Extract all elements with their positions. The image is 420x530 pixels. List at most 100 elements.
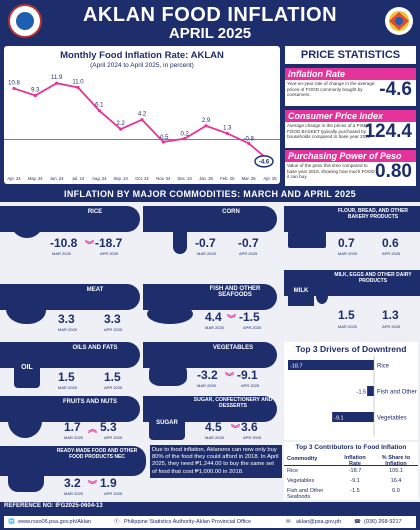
data-point (55, 81, 59, 85)
fish-icon (147, 304, 193, 324)
inflation-rate-card: Inflation Rate Year-on-year rate of chan… (285, 68, 416, 106)
table-row: Rice -18.7 105.1 (284, 468, 418, 479)
driver-value: -18.7 (290, 364, 303, 370)
chart-title: Monthly Food Inflation Rate: AKLAN (60, 50, 224, 61)
flour-apr-value: 0.6 (382, 236, 399, 250)
drivers-bar-chart: -18.7 Rice -1.5 Fish and Other Seafoods -9.1… (288, 356, 418, 436)
driver-value: -9.1 (334, 416, 343, 422)
fruits-label: FRUITS AND NUTS (62, 399, 118, 405)
commodity-ready-made: READY-MADE FOOD AND OTHER FOOD PRODUCTS … (0, 446, 148, 500)
rice-apr-label: APR 2025 (100, 251, 119, 256)
page-title: AKLAN FOOD INFLATION (82, 4, 338, 26)
cpi-card: Consumer Price Index Average change in t… (285, 110, 416, 148)
data-label: -4.6 (259, 159, 270, 165)
inflation-rate-value: -4.6 (379, 79, 412, 100)
ready-mar-value: 3.2 (64, 476, 81, 490)
col-inflation-rate: Inflation Rate (344, 455, 366, 467)
flour-mar-label: MAR 2025 (338, 251, 357, 256)
egg-icon (316, 288, 328, 304)
x-tick-label: Apr. 25 (263, 176, 277, 181)
down-arrow-icon: ︾ (85, 240, 95, 250)
commodity-oils: OIL OILS AND FATS 1.5 1.5 MAR 2025 APR 2… (0, 342, 142, 396)
corn-mar-value: -0.7 (195, 236, 216, 250)
table-cell: Fish and Other Seafoods (287, 488, 324, 500)
veg-apr-value: -9.1 (237, 368, 258, 382)
phone-number: (036) 268-9217 (364, 519, 402, 525)
takeout-food-icon (8, 458, 44, 492)
ready-mar-label: MAR 2025 (64, 491, 83, 496)
x-tick-label: May. 24 (28, 176, 43, 181)
fruits-mar-value: 1.7 (64, 420, 81, 434)
contributors-title: Top 3 Contributors to Food Inflation (295, 444, 407, 451)
driver-value: -1.5 (357, 390, 366, 396)
rice-bowl-icon (10, 220, 44, 238)
email-link[interactable]: aklan@psa.gov.ph (296, 519, 342, 525)
commodity-sugar: SUGAR SUGAR, CONFECTIONERY AND DESSERTS … (143, 396, 283, 446)
facebook-link[interactable]: Philippine Statistics Authority-Aklan Pr… (124, 519, 252, 525)
data-point (204, 124, 208, 128)
table-cell: -1.5 (350, 488, 360, 494)
ppp-label: Purchasing Power of Peso (285, 150, 416, 162)
sugar-mar-value: 4.5 (205, 420, 222, 434)
latest-value-badge (254, 155, 274, 168)
meat-icon (6, 294, 46, 324)
flour-mar-value: 0.7 (338, 236, 355, 250)
col-share: % Share to Inflation (381, 455, 411, 467)
table-cell: 16.4 (390, 478, 402, 484)
meat-label: MEAT (86, 287, 104, 293)
down-arrow-icon: ︾ (227, 314, 237, 324)
driver-bar (367, 386, 374, 396)
page-subtitle: APRIL 2025 (168, 25, 252, 42)
section-title: INFLATION BY MAJOR COMMODITIES: MARCH AN… (0, 186, 420, 202)
oils-mar-value: 1.5 (58, 370, 75, 384)
inflation-series-line (13, 82, 271, 163)
meat-apr-value: 3.3 (104, 312, 121, 326)
vegetables-icon (149, 358, 187, 386)
header (0, 0, 420, 44)
commodity-fish: FISH AND OTHER SEAFOODS 4.4 ︾ -1.5 MAR 2… (143, 284, 283, 338)
x-tick-label: Oct. 24 (135, 176, 149, 181)
milk-apr-value: 1.3 (382, 308, 399, 322)
fruits-apr-value: 5.3 (100, 420, 117, 434)
inflation-rate-desc: Year-on-year rate of change in the avera… (287, 81, 375, 97)
ppp-card: Purchasing Power of Peso Value of the pe… (285, 150, 416, 188)
fruits-apr-label: APR 2025 (104, 435, 123, 440)
x-tick-label: Aug. 24 (92, 176, 107, 181)
data-label: -0.8 (243, 136, 254, 142)
phone-icon: ☎ (354, 519, 361, 525)
oils-apr-value: 1.5 (104, 370, 121, 384)
fruits-icon (8, 404, 42, 438)
corn-mar-label: MAR 2025 (197, 251, 216, 256)
fish-label: FISH AND OTHER SEAFOODS (209, 286, 261, 298)
driver-bar (332, 412, 374, 422)
col-commodity: Commodity (287, 456, 318, 462)
meat-mar-label: MAR 2025 (58, 327, 77, 332)
chart-panel (4, 46, 280, 184)
rice-mar-label: MAR 2025 (52, 251, 71, 256)
price-statistics-heading: PRICE STATISTICS (285, 46, 416, 64)
veg-mar-value: -3.2 (197, 368, 218, 382)
down-arrow-icon: ︾ (225, 372, 235, 382)
x-tick-label: Jul. 24 (72, 176, 85, 181)
oils-label: OILS AND FATS (72, 345, 118, 351)
website-link[interactable]: www.rsso06.psa.gov.ph/Aklan (18, 519, 91, 525)
commodity-meat: MEAT 3.3 3.3 MAR 2025 APR 2025 (0, 284, 142, 338)
footer: REFERENCE NO: IFG2025-0604-13 🌐 www.rsso… (0, 502, 420, 530)
data-point (97, 109, 101, 113)
rice-apr-value: -18.7 (95, 236, 123, 250)
email-icon: ✉ (286, 519, 291, 525)
table-row: Vegetables -9.1 16.4 (284, 478, 418, 489)
table-cell: 105.1 (389, 468, 403, 474)
data-point (161, 140, 165, 144)
driver-label: Fish and Other Seafoods (377, 390, 418, 396)
data-label: 4.2 (138, 112, 147, 118)
cpi-desc: Average change in the prices of a FIXED … (287, 123, 371, 139)
meat-apr-label: APR 2025 (104, 327, 123, 332)
rice-label: RICE (87, 209, 103, 215)
fruits-mar-label: MAR 2025 (64, 435, 83, 440)
down-arrow-icon: ︾ (88, 480, 98, 490)
commodity-milk: MILK MILK, EGGS AND OTHER DAIRY PRODUCTS… (284, 264, 420, 338)
table-cell: -9.1 (350, 478, 360, 484)
corn-icon (173, 214, 187, 254)
chart-subtitle: (April 2024 to April 2025, in percent) (90, 62, 194, 69)
